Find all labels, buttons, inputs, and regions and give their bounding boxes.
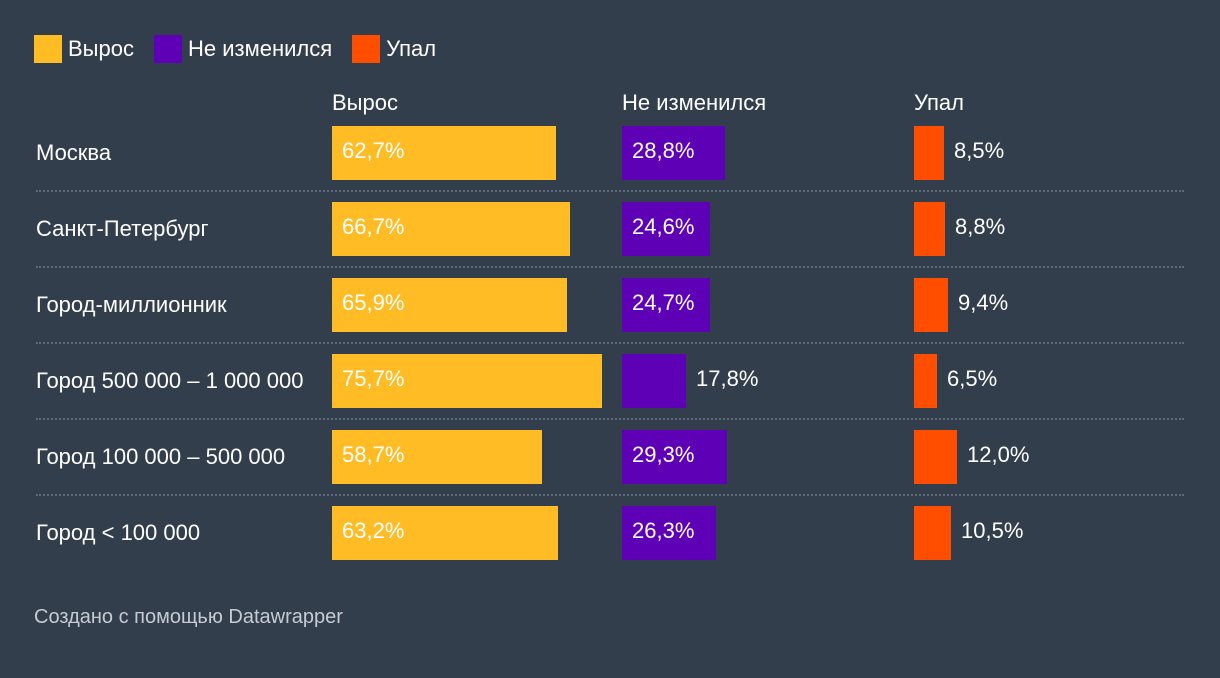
data-label-1: 24,6%	[632, 214, 695, 239]
data-label-2: 8,8%	[955, 214, 1006, 239]
row-label: Город 500 000 – 1 000 000	[36, 368, 304, 393]
chart-row: Город < 100 000 63,2% 26,3% 10,5%	[0, 506, 1220, 560]
legend-label: Вырос	[68, 36, 134, 61]
data-label-2: 12,0%	[967, 442, 1030, 467]
data-label-1: 17,8%	[696, 366, 759, 391]
bar-2	[914, 278, 948, 332]
footer-credit[interactable]: Создано с помощью Datawrapper	[34, 606, 343, 628]
chart-row: Город 100 000 – 500 000 58,7% 29,3% 12,0%	[0, 430, 1220, 484]
legend-item-0: Вырос	[34, 35, 134, 63]
data-label-2: 8,5%	[954, 138, 1005, 163]
chart-row: Город-миллионник 65,9% 24,7% 9,4%	[0, 278, 1220, 332]
bar-2	[914, 506, 951, 560]
bar-1	[622, 506, 716, 560]
data-label-0: 63,2%	[342, 518, 405, 543]
data-label-2: 10,5%	[961, 518, 1024, 543]
data-label-1: 24,7%	[632, 290, 695, 315]
legend: Вырос Не изменился Упал	[34, 34, 456, 64]
row-separator	[36, 418, 1184, 420]
row-separator	[36, 266, 1184, 268]
column-header-2: Упал	[914, 90, 964, 115]
row-separator	[36, 494, 1184, 496]
data-label-0: 58,7%	[342, 442, 405, 467]
data-label-0: 75,7%	[342, 366, 405, 391]
row-label: Москва	[36, 140, 112, 165]
bar-1	[622, 202, 710, 256]
bar-2	[914, 126, 944, 180]
row-label: Город-миллионник	[36, 292, 227, 317]
data-label-1: 29,3%	[632, 442, 695, 467]
data-label-1: 26,3%	[632, 518, 695, 543]
data-label-0: 62,7%	[342, 138, 405, 163]
row-separator	[36, 342, 1184, 344]
legend-swatch	[34, 35, 62, 63]
bar-0	[332, 506, 558, 560]
bar-0	[332, 278, 567, 332]
data-label-1: 28,8%	[632, 138, 695, 163]
bar-1	[622, 126, 725, 180]
bar-2	[914, 430, 957, 484]
bar-1	[622, 278, 710, 332]
column-header-0: Вырос	[332, 90, 398, 115]
bar-1	[622, 354, 686, 408]
bar-2	[914, 202, 945, 256]
column-header-1: Не изменился	[622, 90, 767, 115]
bar-0	[332, 202, 570, 256]
chart-row: Город 500 000 – 1 000 000 75,7% 17,8% 6,5%	[0, 354, 1220, 408]
row-separator	[36, 190, 1184, 192]
data-label-0: 66,7%	[342, 214, 405, 239]
chart-row: Санкт-Петербург 66,7% 24,6% 8,8%	[0, 202, 1220, 256]
bar-2	[914, 354, 937, 408]
data-label-2: 9,4%	[958, 290, 1009, 315]
legend-item-2: Упал	[352, 35, 436, 63]
legend-label: Упал	[386, 36, 437, 61]
legend-swatch	[352, 35, 381, 63]
legend-item-1: Не изменился	[153, 35, 333, 63]
legend-label: Не изменился	[187, 36, 333, 61]
bar-0	[332, 354, 602, 408]
legend-swatch	[153, 35, 182, 63]
row-label: Город 100 000 – 500 000	[36, 444, 286, 469]
bar-1	[622, 430, 727, 484]
data-label-2: 6,5%	[947, 366, 998, 391]
bar-0	[332, 430, 542, 484]
chart-row: Москва 62,7% 28,8% 8,5%	[0, 126, 1220, 180]
row-label: Город < 100 000	[36, 520, 201, 545]
bar-0	[332, 126, 556, 180]
data-label-0: 65,9%	[342, 290, 405, 315]
row-label: Санкт-Петербург	[36, 216, 209, 241]
